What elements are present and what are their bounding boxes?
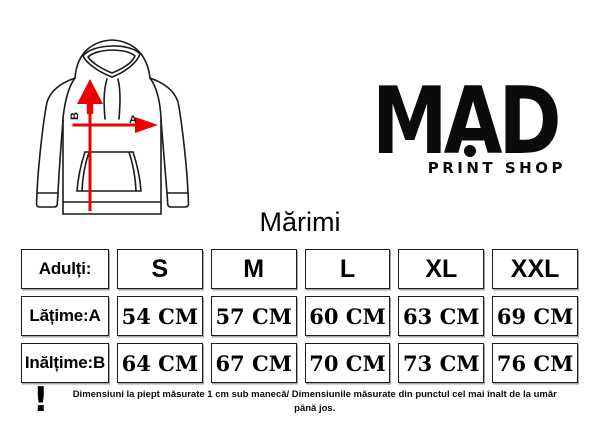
arrow-a-head-icon xyxy=(135,117,158,133)
arrow-b-head-icon xyxy=(77,79,103,104)
height-value-s: 64 CM xyxy=(117,343,203,383)
logo-subtitle: PRINT SHOP xyxy=(427,159,566,177)
size-header-xl: XL xyxy=(398,249,485,289)
width-value-m: 57 CM xyxy=(210,296,297,336)
diagram-label-b: B xyxy=(69,112,81,120)
table-row-label-adults: Adulți: xyxy=(21,249,109,289)
height-value-m: 67 CM xyxy=(210,343,297,383)
brand-logo: MAD PRINT SHOP xyxy=(372,70,570,181)
page-title: Mărimi xyxy=(259,207,341,237)
arrow-b-stem xyxy=(86,103,94,114)
logo-dot-icon xyxy=(464,145,476,157)
hoodie-outline xyxy=(35,39,190,215)
hoodie-measurement-diagram: B A xyxy=(35,39,190,215)
measurement-arrows: B A xyxy=(69,79,158,211)
diagram-label-a: A xyxy=(129,114,137,126)
width-value-l: 60 CM xyxy=(304,296,391,336)
width-value-xl: 63 CM xyxy=(398,296,485,336)
size-table: Adulți: S M L XL XXL Lățime:A 54 CM 57 C… xyxy=(21,249,578,383)
width-value-xxl: 69 CM xyxy=(492,296,578,336)
width-value-s: 54 CM xyxy=(117,296,203,336)
size-header-s: S xyxy=(117,249,203,289)
size-header-m: M xyxy=(210,249,297,289)
height-value-l: 70 CM xyxy=(304,343,391,383)
footnote: ! Dimensiuni la piept măsurate 1 cm sub … xyxy=(33,380,573,420)
table-row-label-height: Inălțime:B xyxy=(21,343,109,383)
height-value-xxl: 76 CM xyxy=(492,343,578,383)
size-header-l: L xyxy=(304,249,391,289)
exclamation-icon: ! xyxy=(33,380,49,420)
height-value-xl: 73 CM xyxy=(398,343,485,383)
footnote-line1: Dimensiuni la piept măsurate 1 cm sub ma… xyxy=(72,389,557,400)
logo-wordmark: MAD xyxy=(372,66,562,175)
footnote-line2: până jos. xyxy=(294,403,336,415)
size-header-xxl: XXL xyxy=(492,249,578,289)
table-row-label-width: Lățime:A xyxy=(21,296,109,336)
footnote-text: Dimensiuni la piept măsurate 1 cm sub ma… xyxy=(57,385,573,417)
